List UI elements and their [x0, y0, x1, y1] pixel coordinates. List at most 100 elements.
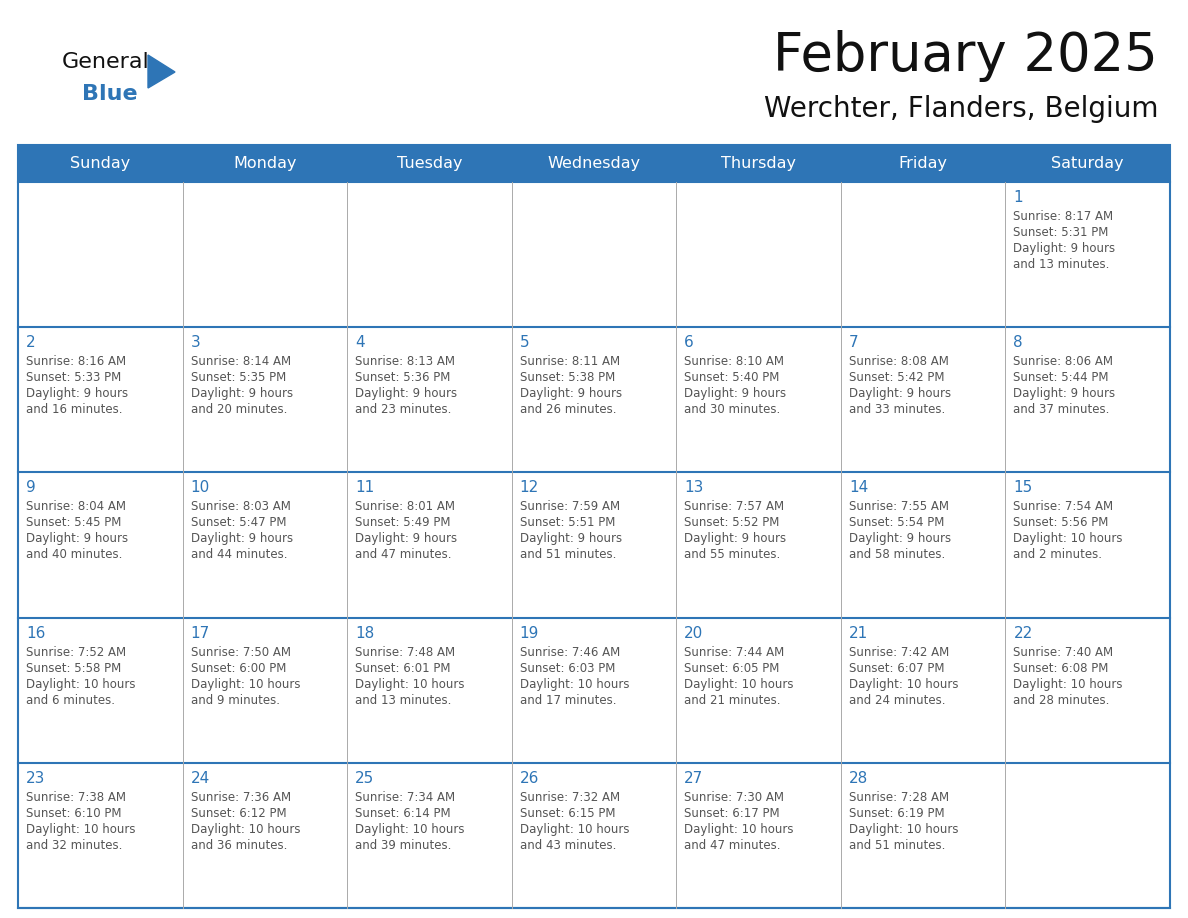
Bar: [18, 763, 183, 908]
Text: Monday: Monday: [233, 156, 297, 171]
Text: and 33 minutes.: and 33 minutes.: [849, 403, 946, 416]
Bar: [18, 473, 183, 618]
Text: and 43 minutes.: and 43 minutes.: [519, 839, 617, 852]
Text: Daylight: 10 hours: Daylight: 10 hours: [355, 677, 465, 690]
Text: 16: 16: [26, 625, 45, 641]
Text: Sunrise: 7:36 AM: Sunrise: 7:36 AM: [190, 790, 291, 804]
Text: Sunset: 6:12 PM: Sunset: 6:12 PM: [190, 807, 286, 820]
Text: and 9 minutes.: and 9 minutes.: [190, 694, 279, 707]
Bar: [1005, 618, 1170, 763]
Text: 2: 2: [26, 335, 36, 350]
Text: Sunset: 5:54 PM: Sunset: 5:54 PM: [849, 517, 944, 530]
Text: 5: 5: [519, 335, 530, 350]
Text: Sunrise: 8:11 AM: Sunrise: 8:11 AM: [519, 355, 620, 368]
Text: Daylight: 9 hours: Daylight: 9 hours: [684, 532, 786, 545]
Bar: [676, 182, 841, 327]
Bar: [1005, 327, 1170, 473]
Text: 10: 10: [190, 480, 210, 496]
Text: Sunrise: 7:28 AM: Sunrise: 7:28 AM: [849, 790, 949, 804]
Text: 23: 23: [26, 771, 45, 786]
Text: Sunrise: 7:46 AM: Sunrise: 7:46 AM: [519, 645, 620, 658]
Bar: [676, 473, 841, 618]
Text: 22: 22: [1013, 625, 1032, 641]
Text: Sunrise: 7:34 AM: Sunrise: 7:34 AM: [355, 790, 455, 804]
Text: 26: 26: [519, 771, 539, 786]
Text: Sunset: 5:45 PM: Sunset: 5:45 PM: [26, 517, 121, 530]
Text: Sunrise: 8:08 AM: Sunrise: 8:08 AM: [849, 355, 949, 368]
Text: Daylight: 10 hours: Daylight: 10 hours: [190, 823, 301, 835]
Text: Sunrise: 8:01 AM: Sunrise: 8:01 AM: [355, 500, 455, 513]
Text: Sunrise: 7:38 AM: Sunrise: 7:38 AM: [26, 790, 126, 804]
Text: Sunrise: 7:57 AM: Sunrise: 7:57 AM: [684, 500, 784, 513]
Text: 24: 24: [190, 771, 210, 786]
Text: Saturday: Saturday: [1051, 156, 1124, 171]
Bar: [1005, 473, 1170, 618]
Text: and 30 minutes.: and 30 minutes.: [684, 403, 781, 416]
Bar: [183, 763, 347, 908]
Text: Sunrise: 8:13 AM: Sunrise: 8:13 AM: [355, 355, 455, 368]
Bar: [18, 618, 183, 763]
Text: Daylight: 9 hours: Daylight: 9 hours: [1013, 387, 1116, 400]
Bar: [841, 182, 1005, 327]
Text: Sunset: 5:38 PM: Sunset: 5:38 PM: [519, 371, 615, 385]
Text: and 24 minutes.: and 24 minutes.: [849, 694, 946, 707]
Bar: [841, 618, 1005, 763]
Text: Sunset: 6:03 PM: Sunset: 6:03 PM: [519, 662, 615, 675]
Text: Sunrise: 8:17 AM: Sunrise: 8:17 AM: [1013, 210, 1113, 223]
Text: Sunrise: 7:52 AM: Sunrise: 7:52 AM: [26, 645, 126, 658]
Text: Daylight: 9 hours: Daylight: 9 hours: [684, 387, 786, 400]
Text: Thursday: Thursday: [721, 156, 796, 171]
Text: Sunrise: 8:14 AM: Sunrise: 8:14 AM: [190, 355, 291, 368]
Text: Sunrise: 7:30 AM: Sunrise: 7:30 AM: [684, 790, 784, 804]
Text: and 58 minutes.: and 58 minutes.: [849, 548, 946, 562]
Text: Daylight: 10 hours: Daylight: 10 hours: [190, 677, 301, 690]
Text: Sunset: 6:14 PM: Sunset: 6:14 PM: [355, 807, 450, 820]
Text: Sunrise: 8:06 AM: Sunrise: 8:06 AM: [1013, 355, 1113, 368]
Text: Daylight: 9 hours: Daylight: 9 hours: [355, 532, 457, 545]
Text: 8: 8: [1013, 335, 1023, 350]
Text: 21: 21: [849, 625, 868, 641]
Text: Daylight: 9 hours: Daylight: 9 hours: [26, 532, 128, 545]
Text: 12: 12: [519, 480, 539, 496]
Bar: [841, 327, 1005, 473]
Text: 4: 4: [355, 335, 365, 350]
Bar: [512, 618, 676, 763]
Text: and 40 minutes.: and 40 minutes.: [26, 548, 122, 562]
Text: 9: 9: [26, 480, 36, 496]
Text: 17: 17: [190, 625, 210, 641]
Text: Sunset: 5:36 PM: Sunset: 5:36 PM: [355, 371, 450, 385]
Bar: [841, 473, 1005, 618]
Text: Sunrise: 8:10 AM: Sunrise: 8:10 AM: [684, 355, 784, 368]
Text: Sunday: Sunday: [70, 156, 131, 171]
Text: and 2 minutes.: and 2 minutes.: [1013, 548, 1102, 562]
Text: Wednesday: Wednesday: [548, 156, 640, 171]
Text: 20: 20: [684, 625, 703, 641]
Bar: [841, 763, 1005, 908]
Text: Sunrise: 7:32 AM: Sunrise: 7:32 AM: [519, 790, 620, 804]
Bar: [347, 618, 512, 763]
Text: and 23 minutes.: and 23 minutes.: [355, 403, 451, 416]
Text: Daylight: 10 hours: Daylight: 10 hours: [26, 677, 135, 690]
Text: 3: 3: [190, 335, 201, 350]
Text: Sunrise: 7:48 AM: Sunrise: 7:48 AM: [355, 645, 455, 658]
Text: Sunrise: 7:44 AM: Sunrise: 7:44 AM: [684, 645, 784, 658]
Text: 27: 27: [684, 771, 703, 786]
Text: Daylight: 9 hours: Daylight: 9 hours: [190, 532, 292, 545]
Text: Sunset: 5:44 PM: Sunset: 5:44 PM: [1013, 371, 1108, 385]
Text: Daylight: 10 hours: Daylight: 10 hours: [684, 823, 794, 835]
Text: Sunset: 6:01 PM: Sunset: 6:01 PM: [355, 662, 450, 675]
Text: General: General: [62, 52, 150, 72]
Text: Sunrise: 7:42 AM: Sunrise: 7:42 AM: [849, 645, 949, 658]
Text: and 47 minutes.: and 47 minutes.: [684, 839, 781, 852]
Text: Sunrise: 8:16 AM: Sunrise: 8:16 AM: [26, 355, 126, 368]
Text: and 55 minutes.: and 55 minutes.: [684, 548, 781, 562]
Text: Daylight: 10 hours: Daylight: 10 hours: [1013, 532, 1123, 545]
Text: 25: 25: [355, 771, 374, 786]
Text: Daylight: 10 hours: Daylight: 10 hours: [519, 677, 630, 690]
Text: and 6 minutes.: and 6 minutes.: [26, 694, 115, 707]
Text: and 37 minutes.: and 37 minutes.: [1013, 403, 1110, 416]
Text: Sunrise: 7:50 AM: Sunrise: 7:50 AM: [190, 645, 291, 658]
Text: Sunset: 5:47 PM: Sunset: 5:47 PM: [190, 517, 286, 530]
Text: and 39 minutes.: and 39 minutes.: [355, 839, 451, 852]
Bar: [1005, 182, 1170, 327]
